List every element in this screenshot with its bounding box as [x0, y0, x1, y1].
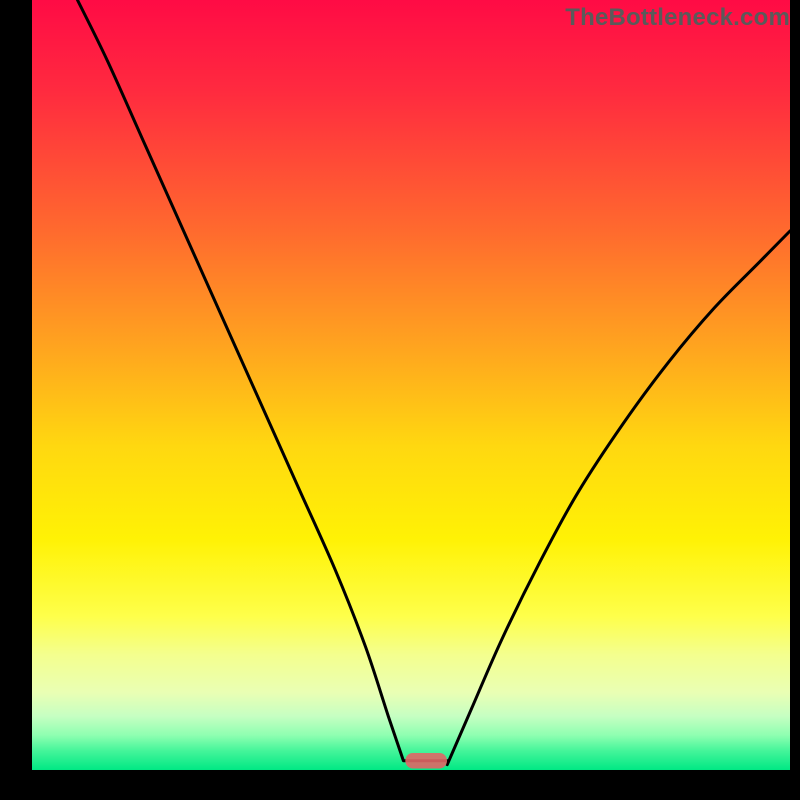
optimal-marker [405, 753, 447, 768]
plot-background [32, 0, 790, 770]
watermark-text: TheBottleneck.com [565, 4, 790, 32]
